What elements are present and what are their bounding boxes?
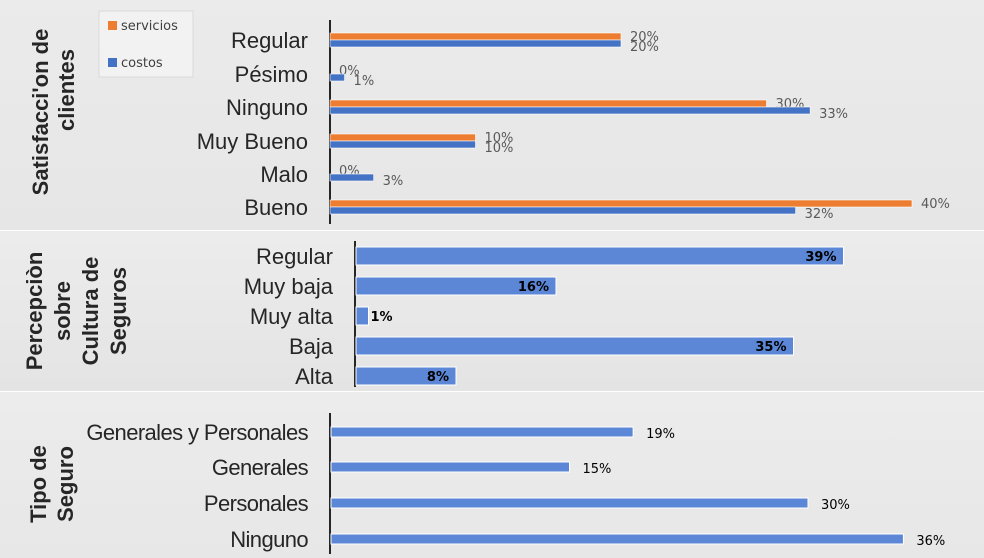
y-axis-title-line1: Tipo de — [26, 445, 51, 523]
data-label-costos-regular: 20% — [630, 40, 659, 55]
category-label-malo: Malo — [260, 162, 308, 187]
category-label-ninguno: Ninguno — [230, 527, 308, 552]
bar-costos-malo — [329, 173, 374, 182]
category-label-muy-baja: Muy baja — [244, 274, 334, 299]
category-label-ninguno: Ninguno — [226, 95, 308, 120]
bar-regular — [355, 246, 844, 266]
bar-baja — [355, 336, 794, 356]
data-label-servicios-muy-bueno: 10% — [485, 131, 514, 146]
category-label-generales-y-personales: Generales y Personales — [86, 420, 308, 445]
category-label-alta: Alta — [295, 364, 334, 389]
bar-muy-baja — [355, 276, 557, 296]
category-label-generales: Generales — [212, 455, 309, 480]
bar-muy-alta — [355, 306, 369, 326]
data-label-costos-malo: 3% — [383, 174, 404, 189]
y-axis-title-line2: Seguro — [53, 446, 78, 522]
data-label-baja: 35% — [755, 340, 786, 355]
bar-servicios-muy-bueno — [329, 133, 476, 142]
bar-servicios-ninguno — [329, 99, 767, 108]
bar-ninguno — [330, 533, 904, 545]
category-label-baja: Baja — [289, 334, 334, 359]
bar-personales — [330, 497, 809, 509]
insurance-type-chart-panel — [0, 392, 984, 558]
y-axis-title-line1: Percepciòn — [22, 252, 47, 371]
bar-costos-regular — [329, 39, 622, 48]
legend-label-servicios: servicios — [121, 19, 178, 34]
y-axis-title-line3: Cultura de — [78, 257, 103, 366]
legend-swatch-servicios — [108, 21, 117, 30]
data-label-muy-baja: 16% — [518, 280, 549, 295]
bar-costos-muy-bueno — [329, 140, 476, 149]
data-label-servicios-bueno: 40% — [921, 197, 950, 212]
data-label-costos-p-simo: 1% — [354, 74, 375, 89]
category-label-personales: Personales — [204, 491, 309, 516]
category-label-muy-alta: Muy alta — [250, 304, 334, 329]
category-label-bueno: Bueno — [244, 195, 308, 220]
legend-swatch-costos — [108, 58, 117, 67]
data-label-servicios-regular: 20% — [630, 30, 659, 45]
data-label-alta: 8% — [427, 370, 449, 385]
data-label-ninguno: 36% — [916, 534, 945, 549]
bar-alta — [355, 366, 457, 386]
category-label-regular: Regular — [256, 244, 333, 269]
data-label-costos-bueno: 32% — [805, 207, 834, 222]
bar-generales-y-personales — [330, 426, 634, 438]
bar-costos-ninguno — [329, 106, 811, 115]
category-label-p-simo: Pésimo — [235, 62, 308, 87]
y-axis-title-line1: Satisfacci'on de — [28, 29, 53, 196]
bar-servicios-bueno — [329, 199, 913, 208]
y-axis-title-line2: sobre — [50, 281, 75, 341]
data-label-muy-alta: 1% — [371, 310, 393, 325]
data-label-regular: 39% — [805, 250, 836, 265]
legend-label-costos: costos — [121, 56, 163, 71]
data-label-costos-ninguno: 33% — [819, 107, 848, 122]
bar-servicios-regular — [329, 32, 622, 41]
data-label-generales-y-personales: 19% — [646, 427, 675, 442]
category-label-regular: Regular — [231, 28, 308, 53]
bar-generales — [330, 461, 570, 473]
y-axis-title-line4: Seguros — [106, 267, 131, 355]
data-label-generales: 15% — [583, 462, 612, 477]
data-label-costos-muy-bueno: 10% — [485, 141, 514, 156]
bar-costos-bueno — [329, 206, 796, 215]
data-label-personales: 30% — [821, 498, 850, 513]
y-axis-title-line2: clientes — [54, 49, 79, 131]
bar-costos-p-simo — [329, 73, 345, 82]
category-label-muy-bueno: Muy Bueno — [197, 129, 308, 154]
